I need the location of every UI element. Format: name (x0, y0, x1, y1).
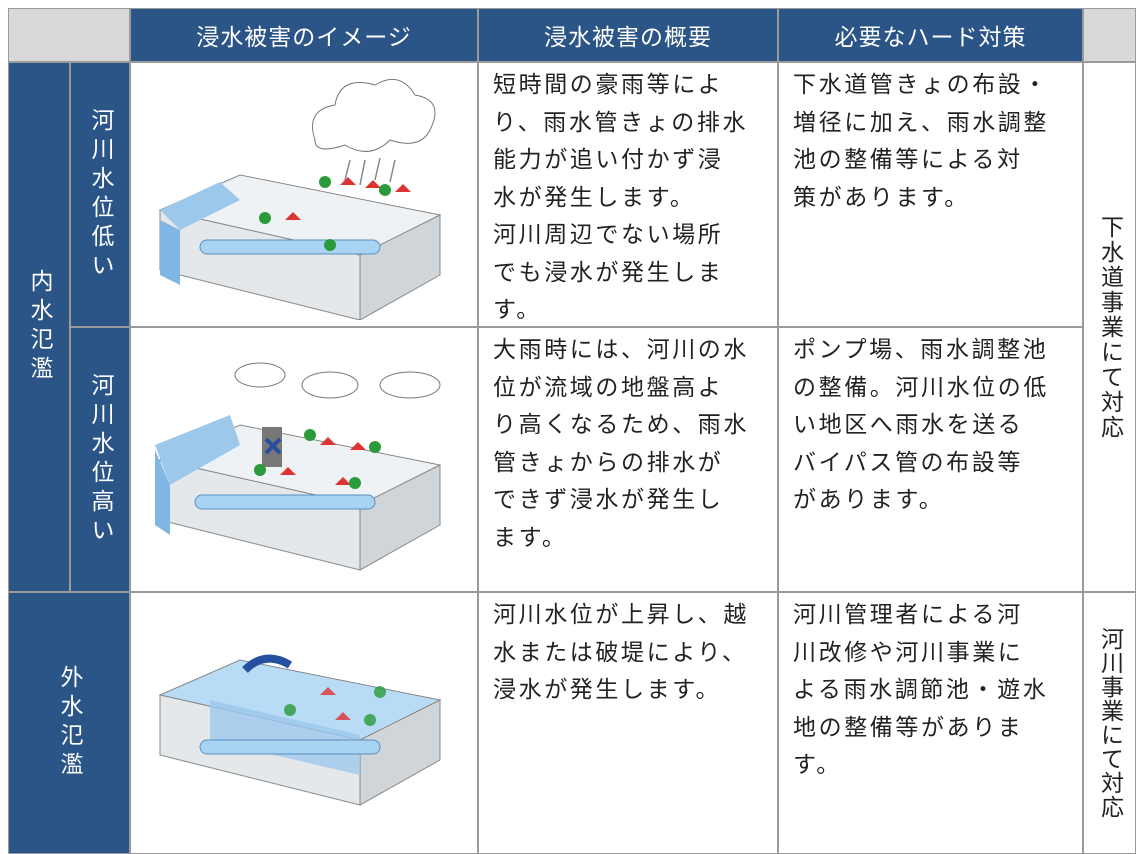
text-line: い地区へ雨水を送る (793, 412, 1024, 438)
responsible: 下水道事業にて対応 (1083, 62, 1136, 592)
condition-text: 河川水位高い (87, 372, 113, 547)
condition-text: 河川水位低い (87, 107, 113, 282)
text-line: 河川周辺でない場所 (493, 222, 724, 248)
header-cell: 浸水被害の概要 (478, 8, 778, 62)
text-line: 水が発生します。 (493, 184, 696, 211)
responsible-text: 下水道事業にて対応 (1096, 214, 1123, 440)
group-label-text: 内水氾濫 (26, 269, 52, 385)
responsible-text: 河川事業にて対応 (1096, 627, 1123, 819)
overview: 河川水位が上昇し、越 水または破堤により、 浸水が発生します。 (478, 592, 778, 854)
text-line: できず浸水が発生し (493, 487, 724, 513)
image-cell (130, 327, 478, 592)
text-line: す。 (493, 297, 542, 323)
illustration (155, 362, 442, 571)
text-line: バイパス管の布設等 (793, 449, 1023, 476)
text-line: 増径に加え、雨水調整 (793, 109, 1049, 136)
measures: ポンプ場、雨水調整池 の整備。河川水位の低 い地区へ雨水を送る バイパス管の布設等 があ… (778, 327, 1083, 592)
responsible: 河川事業にて対応 (1083, 592, 1136, 854)
image-cell (130, 62, 478, 327)
overview: 短時間の豪雨等によ り、雨水管きょの排水 能力が追い付かず浸 水が発生します。河川周辺… (478, 62, 778, 327)
group-label: 内水氾濫 (8, 62, 70, 592)
text-line: よる雨水調節池・遊水 (793, 677, 1049, 703)
text-line: 大雨時には、河川の水 (493, 337, 749, 363)
text-line: 下水道管きょの布設・ (793, 72, 1049, 98)
text-line: 能力が追い付かず浸 (493, 147, 724, 173)
text-line: り高くなるため、雨水 (493, 412, 749, 438)
header-corner (1083, 8, 1136, 62)
header-corner (8, 8, 130, 62)
overview: 大雨時には、河川の水 位が流域の地盤高よ り高くなるため、雨水 管きょからの排水が でき… (478, 327, 778, 592)
text-line: り、雨水管きょの排水 (493, 109, 749, 136)
text-line: の整備。河川水位の低 (793, 374, 1049, 401)
condition: 河川水位低い (70, 62, 130, 327)
text-line: す。 (793, 752, 842, 778)
illustration (158, 78, 442, 320)
text-line: 短時間の豪雨等によ (493, 72, 724, 98)
measures: 河川管理者による河 川改修や河川事業に よる雨水調節池・遊水 地の整備等がありま す。 (778, 592, 1083, 854)
group-label: 外水氾濫 (8, 592, 130, 854)
text-line: ます。 (493, 524, 568, 551)
text-line: 位が流域の地盤高よ (493, 374, 724, 401)
group-label-text: 外水氾濫 (56, 665, 82, 781)
text-line: ポンプ場、雨水調整池 (793, 337, 1049, 363)
text-line: 河川管理者による河 (793, 602, 1023, 628)
text-line: 水または破堤により、 (493, 639, 748, 666)
text-line: 浸水が発生します。 (493, 677, 722, 703)
text-line: 地の整備等がありま (793, 714, 1024, 741)
text-line: 川改修や河川事業に (793, 639, 1024, 666)
text-line: でも浸水が発生しま (493, 259, 724, 286)
text-line: 池の整備等による対 (793, 147, 1023, 173)
condition: 河川水位高い (70, 327, 130, 592)
text-line: 管きょからの排水が (493, 449, 724, 476)
text-line: 策があります。 (793, 184, 970, 211)
measures: 下水道管きょの布設・ 増径に加え、雨水調整 池の整備等による対 策があります。 (778, 62, 1083, 327)
header-cell: 浸水被害のイメージ (130, 8, 478, 62)
header-cell: 必要なハード対策 (778, 8, 1083, 62)
text-line: 河川水位が上昇し、越 (493, 602, 749, 628)
text-line: があります。 (793, 487, 945, 513)
illustration (158, 654, 442, 806)
